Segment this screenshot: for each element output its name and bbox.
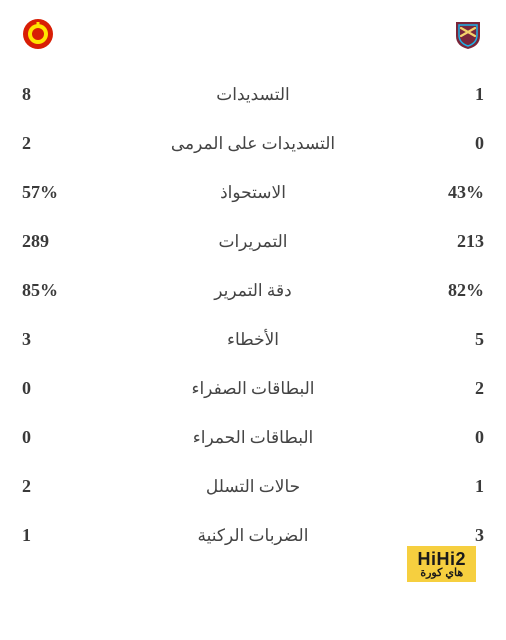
stat-left-value: 57%: [22, 182, 92, 203]
stat-right-value: 1: [414, 84, 484, 105]
stat-row: 289 التمريرات 213: [22, 217, 484, 266]
stat-label: الاستحواذ: [92, 183, 414, 203]
stat-left-value: 85%: [22, 280, 92, 301]
watermark-title: HiHi2: [417, 550, 466, 569]
stat-label: البطاقات الصفراء: [92, 379, 414, 399]
watermark-badge: HiHi2 هاي كورة: [407, 546, 476, 582]
stat-label: حالات التسلل: [92, 477, 414, 497]
stats-table: 8 التسديدات 1 2 التسديدات على المرمى 0 5…: [0, 60, 506, 560]
west-ham-logo-icon: [452, 18, 484, 50]
stat-right-value: 3: [414, 525, 484, 546]
stat-left-value: 8: [22, 84, 92, 105]
stat-row: 0 البطاقات الصفراء 2: [22, 364, 484, 413]
stat-left-value: 2: [22, 133, 92, 154]
stat-right-value: 82%: [414, 280, 484, 301]
stat-label: دقة التمرير: [92, 281, 414, 301]
stat-label: التسديدات: [92, 85, 414, 105]
watermark-subtitle: هاي كورة: [417, 568, 466, 580]
stat-label: التسديدات على المرمى: [92, 134, 414, 154]
stat-left-value: 2: [22, 476, 92, 497]
stat-row: 3 الأخطاء 5: [22, 315, 484, 364]
stat-right-value: 213: [414, 231, 484, 252]
stat-label: الضربات الركنية: [92, 526, 414, 546]
stat-left-value: 0: [22, 378, 92, 399]
stat-left-value: 289: [22, 231, 92, 252]
teams-header: [0, 0, 506, 60]
stat-row: 57% الاستحواذ 43%: [22, 168, 484, 217]
stat-row: 0 البطاقات الحمراء 0: [22, 413, 484, 462]
stat-right-value: 43%: [414, 182, 484, 203]
stat-right-value: 1: [414, 476, 484, 497]
stat-right-value: 0: [414, 133, 484, 154]
stat-left-value: 0: [22, 427, 92, 448]
stat-left-value: 3: [22, 329, 92, 350]
stat-row: 2 التسديدات على المرمى 0: [22, 119, 484, 168]
stat-left-value: 1: [22, 525, 92, 546]
stat-row: 8 التسديدات 1: [22, 70, 484, 119]
stat-label: الأخطاء: [92, 330, 414, 350]
stat-right-value: 2: [414, 378, 484, 399]
stat-label: البطاقات الحمراء: [92, 428, 414, 448]
stat-row: 85% دقة التمرير 82%: [22, 266, 484, 315]
man-utd-logo-icon: [22, 18, 54, 50]
stat-right-value: 0: [414, 427, 484, 448]
stat-label: التمريرات: [92, 232, 414, 252]
stat-row: 2 حالات التسلل 1: [22, 462, 484, 511]
stat-right-value: 5: [414, 329, 484, 350]
